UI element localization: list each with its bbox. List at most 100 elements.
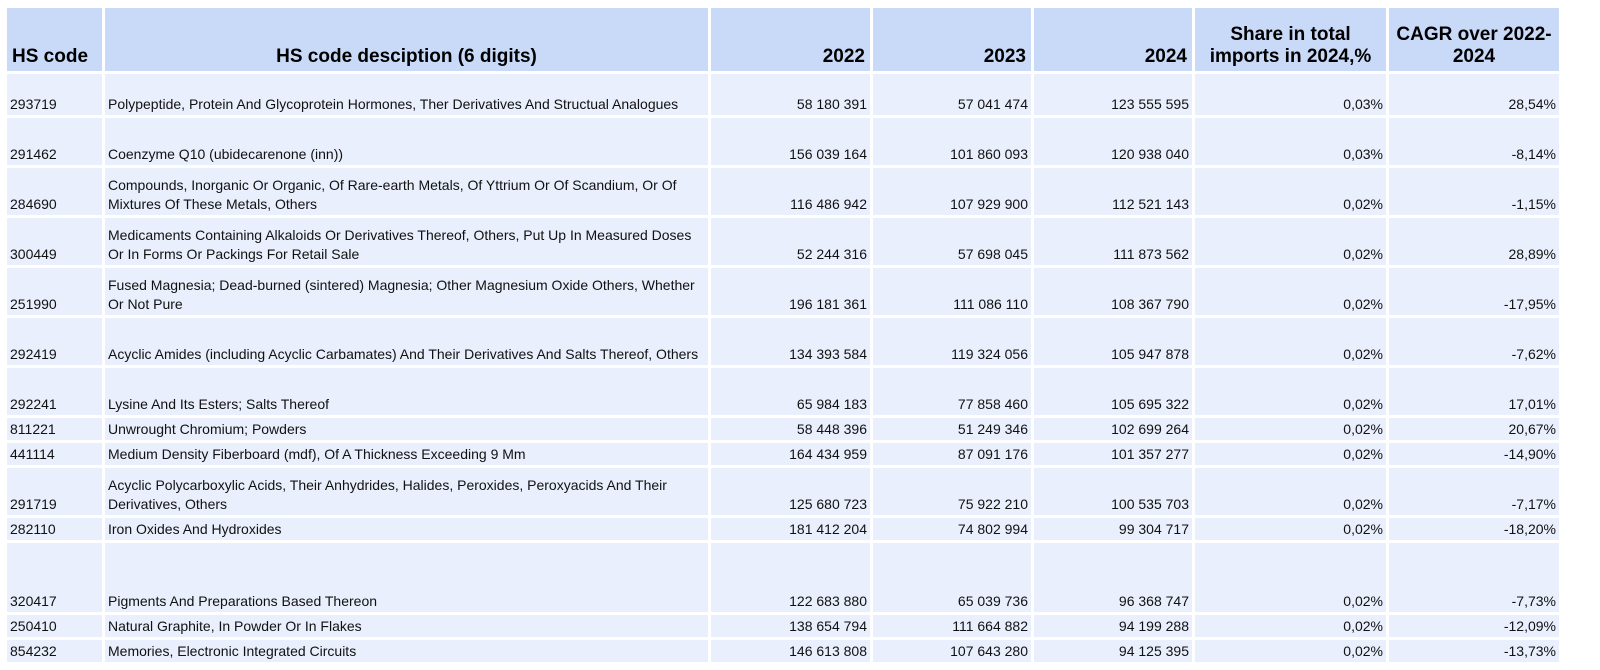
hs-code-cell: 284690 bbox=[7, 168, 102, 215]
value-2024-cell: 111 873 562 bbox=[1034, 218, 1192, 265]
hs-code-cell: 251990 bbox=[7, 268, 102, 315]
description-cell: Medicaments Containing Alkaloids Or Deri… bbox=[105, 218, 708, 265]
table-row: 251990 Fused Magnesia; Dead-burned (sinte… bbox=[7, 268, 1559, 315]
value-2024-cell: 102 699 264 bbox=[1034, 418, 1192, 440]
table-row: 250410 Natural Graphite, In Powder Or In … bbox=[7, 615, 1559, 637]
table-row: 854232 Memories, Electronic Integrated Ci… bbox=[7, 640, 1559, 662]
cagr-cell: -7,62% bbox=[1389, 318, 1559, 365]
table-row: 441114 Medium Density Fiberboard (mdf), O… bbox=[7, 443, 1559, 465]
hs-code-cell: 293719 bbox=[7, 74, 102, 115]
header-description: HS code desciption (6 digits) bbox=[105, 8, 708, 71]
value-2022-cell: 146 613 808 bbox=[711, 640, 870, 662]
value-2024-cell: 99 304 717 bbox=[1034, 518, 1192, 540]
description-cell: Acyclic Polycarboxylic Acids, Their Anhy… bbox=[105, 468, 708, 515]
value-2023-cell: 65 039 736 bbox=[873, 543, 1031, 612]
cagr-cell: 20,67% bbox=[1389, 418, 1559, 440]
value-2022-cell: 65 984 183 bbox=[711, 368, 870, 415]
share-cell: 0,02% bbox=[1195, 218, 1386, 265]
header-2022: 2022 bbox=[711, 8, 870, 71]
share-cell: 0,02% bbox=[1195, 518, 1386, 540]
hs-code-cell: 292419 bbox=[7, 318, 102, 365]
table-row: 293719 Polypeptide, Protein And Glycoprot… bbox=[7, 74, 1559, 115]
value-2024-cell: 120 938 040 bbox=[1034, 118, 1192, 165]
description-cell: Pigments And Preparations Based Thereon bbox=[105, 543, 708, 612]
value-2023-cell: 77 858 460 bbox=[873, 368, 1031, 415]
cagr-cell: -7,73% bbox=[1389, 543, 1559, 612]
table-row: 292241 Lysine And Its Esters; Salts There… bbox=[7, 368, 1559, 415]
cagr-cell: -17,95% bbox=[1389, 268, 1559, 315]
value-2023-cell: 107 643 280 bbox=[873, 640, 1031, 662]
description-cell: Fused Magnesia; Dead-burned (sintered) M… bbox=[105, 268, 708, 315]
share-cell: 0,02% bbox=[1195, 468, 1386, 515]
share-cell: 0,02% bbox=[1195, 615, 1386, 637]
header-cagr: CAGR over 2022-2024 bbox=[1389, 8, 1559, 71]
value-2024-cell: 100 535 703 bbox=[1034, 468, 1192, 515]
table-row: 300449 Medicaments Containing Alkaloids O… bbox=[7, 218, 1559, 265]
value-2023-cell: 111 086 110 bbox=[873, 268, 1031, 315]
value-2023-cell: 75 922 210 bbox=[873, 468, 1031, 515]
value-2023-cell: 111 664 882 bbox=[873, 615, 1031, 637]
table-row: 291462 Coenzyme Q10 (ubidecarenone (inn))… bbox=[7, 118, 1559, 165]
value-2024-cell: 105 947 878 bbox=[1034, 318, 1192, 365]
table-row: 292419 Acyclic Amides (including Acyclic … bbox=[7, 318, 1559, 365]
description-cell: Iron Oxides And Hydroxides bbox=[105, 518, 708, 540]
cagr-cell: 17,01% bbox=[1389, 368, 1559, 415]
cagr-cell: -7,17% bbox=[1389, 468, 1559, 515]
value-2022-cell: 58 180 391 bbox=[711, 74, 870, 115]
hs-code-cell: 441114 bbox=[7, 443, 102, 465]
value-2023-cell: 101 860 093 bbox=[873, 118, 1031, 165]
value-2022-cell: 138 654 794 bbox=[711, 615, 870, 637]
cagr-cell: -1,15% bbox=[1389, 168, 1559, 215]
share-cell: 0,02% bbox=[1195, 418, 1386, 440]
value-2024-cell: 105 695 322 bbox=[1034, 368, 1192, 415]
cagr-cell: 28,54% bbox=[1389, 74, 1559, 115]
header-2024: 2024 bbox=[1034, 8, 1192, 71]
hs-code-cell: 300449 bbox=[7, 218, 102, 265]
value-2022-cell: 116 486 942 bbox=[711, 168, 870, 215]
share-cell: 0,02% bbox=[1195, 168, 1386, 215]
table-row: 291719 Acyclic Polycarboxylic Acids, Thei… bbox=[7, 468, 1559, 515]
description-cell: Unwrought Chromium; Powders bbox=[105, 418, 708, 440]
value-2024-cell: 101 357 277 bbox=[1034, 443, 1192, 465]
share-cell: 0,02% bbox=[1195, 318, 1386, 365]
value-2023-cell: 57 041 474 bbox=[873, 74, 1031, 115]
value-2023-cell: 51 249 346 bbox=[873, 418, 1031, 440]
value-2024-cell: 96 368 747 bbox=[1034, 543, 1192, 612]
value-2023-cell: 57 698 045 bbox=[873, 218, 1031, 265]
hs-code-cell: 291462 bbox=[7, 118, 102, 165]
header-hs-code: HS code bbox=[7, 8, 102, 71]
value-2022-cell: 164 434 959 bbox=[711, 443, 870, 465]
hs-code-cell: 320417 bbox=[7, 543, 102, 612]
header-2023: 2023 bbox=[873, 8, 1031, 71]
value-2024-cell: 112 521 143 bbox=[1034, 168, 1192, 215]
table-row: 284690 Compounds, Inorganic Or Organic, O… bbox=[7, 168, 1559, 215]
cagr-cell: -18,20% bbox=[1389, 518, 1559, 540]
description-cell: Memories, Electronic Integrated Circuits bbox=[105, 640, 708, 662]
hs-code-cell: 250410 bbox=[7, 615, 102, 637]
imports-table: HS code HS code desciption (6 digits) 20… bbox=[4, 5, 1562, 665]
table-row: 282110 Iron Oxides And Hydroxides 181 412 … bbox=[7, 518, 1559, 540]
value-2024-cell: 108 367 790 bbox=[1034, 268, 1192, 315]
value-2023-cell: 87 091 176 bbox=[873, 443, 1031, 465]
table-row: 320417 Pigments And Preparations Based Th… bbox=[7, 543, 1559, 612]
value-2023-cell: 107 929 900 bbox=[873, 168, 1031, 215]
value-2022-cell: 58 448 396 bbox=[711, 418, 870, 440]
share-cell: 0,02% bbox=[1195, 443, 1386, 465]
description-cell: Natural Graphite, In Powder Or In Flakes bbox=[105, 615, 708, 637]
hs-code-cell: 291719 bbox=[7, 468, 102, 515]
hs-code-cell: 292241 bbox=[7, 368, 102, 415]
value-2022-cell: 196 181 361 bbox=[711, 268, 870, 315]
value-2023-cell: 119 324 056 bbox=[873, 318, 1031, 365]
description-cell: Coenzyme Q10 (ubidecarenone (inn)) bbox=[105, 118, 708, 165]
value-2024-cell: 123 555 595 bbox=[1034, 74, 1192, 115]
value-2022-cell: 156 039 164 bbox=[711, 118, 870, 165]
table-row: 811221 Unwrought Chromium; Powders 58 448 … bbox=[7, 418, 1559, 440]
cagr-cell: -12,09% bbox=[1389, 615, 1559, 637]
cagr-cell: 28,89% bbox=[1389, 218, 1559, 265]
description-cell: Lysine And Its Esters; Salts Thereof bbox=[105, 368, 708, 415]
share-cell: 0,02% bbox=[1195, 543, 1386, 612]
hs-code-cell: 282110 bbox=[7, 518, 102, 540]
cagr-cell: -13,73% bbox=[1389, 640, 1559, 662]
description-cell: Polypeptide, Protein And Glycoprotein Ho… bbox=[105, 74, 708, 115]
cagr-cell: -14,90% bbox=[1389, 443, 1559, 465]
